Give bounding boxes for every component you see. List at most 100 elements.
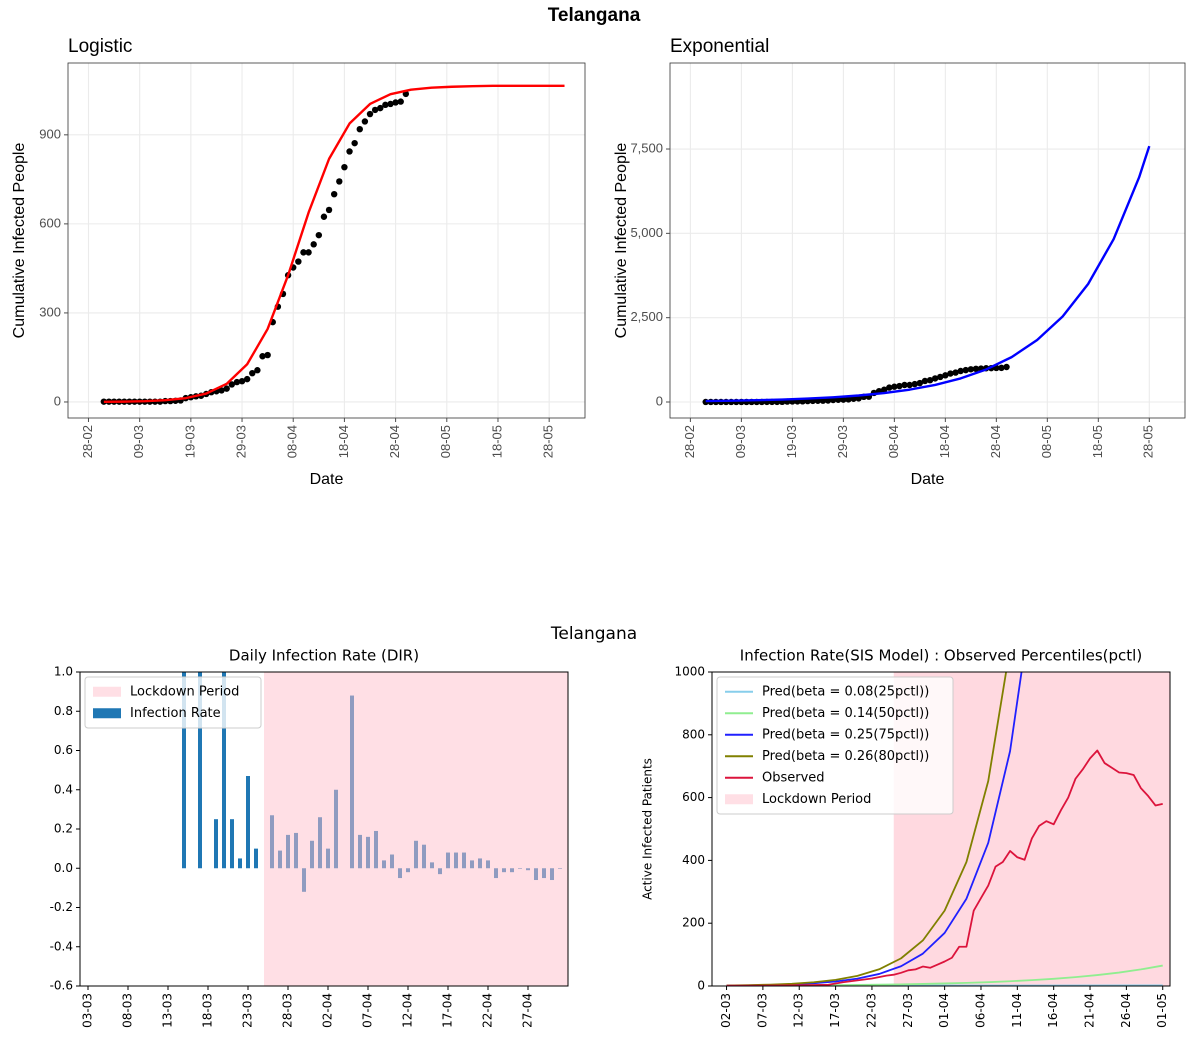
line-series [705,145,1151,403]
y-tick-label: 0.6 [54,743,73,757]
y-tick-label: 0.4 [54,782,73,796]
data-point [962,366,969,374]
data-point [259,353,266,360]
x-tick-label: 22-04 [481,993,495,1028]
data-point [967,366,975,373]
line-series [103,84,565,404]
data-point [886,384,893,391]
data-point [371,106,379,114]
chart: Exponential Date Cumulative Infected Peopl… [613,36,1186,488]
y-axis-label: Active Infected Patients [641,758,655,900]
bar [198,672,202,869]
data-point [952,369,959,376]
data-point [310,241,317,248]
x-tick-label: 12-04 [401,993,415,1028]
x-tick-label: 19-03 [784,425,799,458]
x-axis-label: Date [310,471,344,488]
legend-box [84,676,262,729]
plot-frame [67,62,586,419]
x-tick-label: 28-03 [281,993,295,1028]
data-point [937,373,944,381]
data-point [931,375,939,382]
data-point [366,110,374,118]
x-tick-label: 18-04 [937,425,952,458]
chart-title: Logistic [68,36,132,57]
data-point [300,249,307,256]
data-point [305,249,312,256]
x-tick-label: 27-03 [901,993,915,1028]
x-tick-label: 18-03 [201,993,215,1028]
data-point [330,190,338,198]
x-tick-label: 06-04 [973,993,987,1028]
y-tick-label: 0.0 [54,861,73,875]
bar [238,858,242,869]
legend-label: Pred(beta = 0.25(75pctl)) [762,727,929,742]
data-point [880,386,888,393]
data-point [264,351,271,359]
data-point [249,369,256,377]
line-series [726,749,1163,986]
x-tick-label: 28-05 [1141,425,1156,458]
data-point [325,206,333,214]
chart-title: Exponential [670,36,769,57]
x-tick-label: 18-04 [336,425,351,458]
data-point [341,163,348,171]
data-point [223,385,230,392]
data-point [295,258,302,265]
data-point [845,396,852,403]
plot-frame [669,62,1186,419]
x-tick-label: 08-03 [121,993,135,1028]
data-point [998,364,1005,372]
x-tick-label: 22-03 [864,993,878,1028]
data-point [824,397,832,404]
figure-title: Telangana [548,5,641,26]
x-tick-label: 11-04 [1010,993,1024,1028]
y-tick-label: -0.6 [50,979,73,993]
data-point [238,377,246,385]
x-tick-label: 16-04 [1046,993,1060,1028]
x-tick-label: 08-05 [1039,425,1054,458]
chart: Infection Rate(SIS Model) : Observed Per… [641,647,1171,1028]
data-point [351,139,358,147]
plot-area [182,672,568,986]
legend: Lockdown Period Infection Rate [84,676,262,729]
x-tick-label: 28-05 [541,425,556,458]
data-point [926,376,934,384]
bar [222,672,226,869]
data-point [891,383,898,390]
data-point [382,101,389,109]
data-point [840,396,847,403]
y-tick-label: 1.0 [54,665,73,679]
legend-label: Pred(beta = 0.08(25pctl)) [762,684,929,699]
x-tick-label: 03-03 [81,993,95,1028]
data-point [356,125,363,133]
y-tick-label: 600 [682,790,705,804]
figure-title: Telangana [550,624,637,644]
y-tick-label: 600 [39,215,61,230]
data-point [921,377,929,385]
x-tick-label: 17-03 [828,993,842,1028]
legend-label: Observed [762,770,825,785]
legend-label: Pred(beta = 0.14(50pctl)) [762,706,929,721]
x-tick-label: 28-02 [80,425,95,458]
y-tick-label: 800 [682,727,705,741]
data-point [336,178,343,185]
x-tick-label: 23-03 [241,993,255,1028]
data-point [397,98,404,105]
x-tick-label: 02-04 [321,993,335,1028]
x-tick-label: 13-03 [161,993,175,1028]
x-tick-label: 26-04 [1119,993,1133,1028]
y-tick-label: 200 [682,916,705,930]
data-point [957,367,964,375]
x-axis-label: Date [911,471,945,488]
x-tick-label: 08-05 [438,425,453,458]
data-point [320,213,328,220]
y-axis-label: Cumulative Infected People [11,143,28,339]
x-tick-label: 09-03 [733,425,748,458]
y-axis-label: Cumulative Infected People [613,143,630,339]
x-tick-label: 12-03 [792,993,806,1028]
x-tick-label: 01-05 [1155,993,1169,1028]
y-tick-label: 2,500 [630,309,663,324]
data-point [916,379,924,387]
